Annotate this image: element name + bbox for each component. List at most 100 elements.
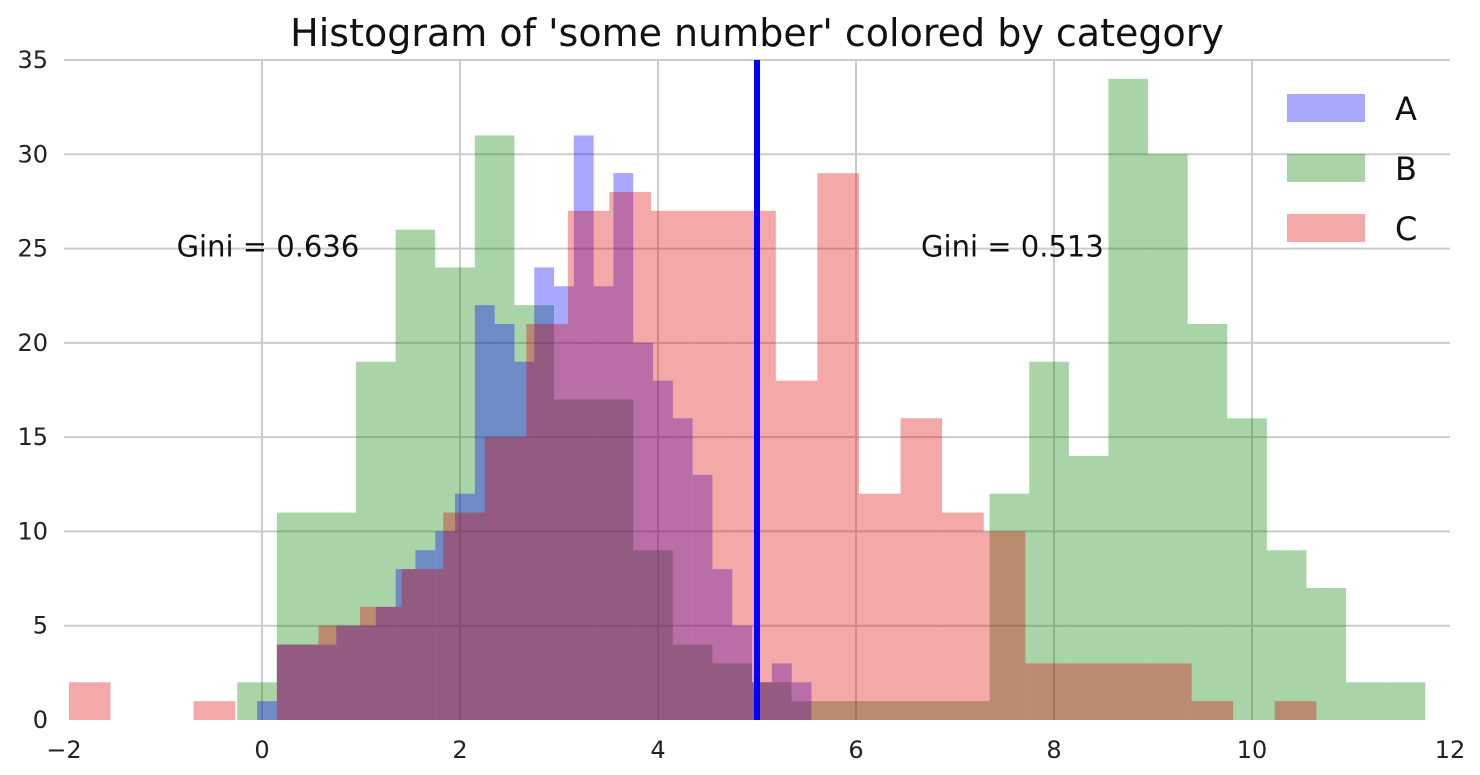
bar-b	[633, 550, 673, 720]
bar-a	[771, 663, 792, 720]
x-tick-label: 10	[1237, 736, 1268, 764]
bar-c	[858, 493, 901, 720]
bar-a	[672, 418, 693, 720]
bar-b	[554, 399, 594, 720]
bar-c	[900, 418, 943, 720]
bar-b	[1068, 456, 1109, 720]
gini-annotation: Gini = 0.636	[177, 230, 360, 264]
bar-c	[193, 701, 236, 720]
bar-c	[443, 512, 485, 720]
x-tick-label: −2	[46, 736, 81, 764]
y-tick-label: 30	[17, 140, 48, 168]
bar-a	[593, 286, 614, 720]
bar-a	[276, 644, 297, 720]
bar-a	[455, 493, 475, 720]
bar-a	[712, 569, 733, 720]
bar-c	[401, 569, 444, 720]
bar-c	[983, 531, 1026, 720]
bar-c	[609, 192, 652, 720]
y-tick-label: 5	[33, 612, 48, 640]
bar-a	[633, 342, 654, 720]
bar-b	[870, 701, 911, 720]
y-tick-label: 20	[17, 329, 48, 357]
legend-swatch-a	[1287, 94, 1365, 122]
bar-a	[791, 682, 812, 720]
bar-b	[1266, 550, 1307, 720]
bar-b	[712, 663, 753, 720]
gini-annotation: Gini = 0.513	[921, 230, 1104, 264]
legend-label-a: A	[1395, 90, 1417, 128]
bar-c	[318, 625, 361, 720]
x-tick-label: 4	[650, 736, 665, 764]
bar-b	[276, 512, 317, 720]
bar-c	[1066, 663, 1109, 720]
legend-label-b: B	[1395, 150, 1417, 188]
bar-c	[1191, 701, 1234, 720]
bar-c	[68, 682, 111, 720]
bar-b	[1346, 682, 1386, 720]
bar-b	[1227, 418, 1267, 720]
bar-b	[950, 701, 990, 720]
bar-a	[554, 286, 574, 720]
bar-c	[1108, 663, 1151, 720]
bar-c	[775, 380, 818, 720]
bar-a	[732, 625, 753, 720]
x-tick-label: 12	[1435, 736, 1466, 764]
bar-b	[593, 399, 634, 720]
y-tick-label: 15	[17, 423, 48, 451]
bar-c	[651, 210, 693, 720]
bar-b	[237, 682, 277, 720]
x-tick-label: 6	[848, 736, 863, 764]
bar-c	[276, 644, 319, 720]
bar-a	[514, 361, 535, 720]
bar-b	[1306, 588, 1347, 720]
histogram-bars	[68, 78, 1426, 721]
bar-b	[1385, 682, 1426, 720]
bar-c	[360, 606, 402, 720]
bar-a	[435, 531, 456, 720]
bar-c	[1025, 663, 1067, 720]
y-tick-label: 35	[17, 46, 48, 74]
chart-title: Histogram of 'some number' colored by ca…	[290, 11, 1224, 55]
bar-a	[653, 380, 673, 720]
legend: ABC	[1287, 90, 1417, 248]
annotation-layer: Gini = 0.636 Gini = 0.513	[177, 230, 1104, 264]
bar-a	[534, 267, 555, 720]
bar-b	[1187, 324, 1228, 720]
legend-swatch-b	[1287, 154, 1365, 182]
bar-b	[1029, 361, 1069, 720]
bar-b	[910, 701, 951, 720]
bar-a	[316, 644, 337, 720]
bar-c	[942, 512, 984, 720]
x-tick-label: 8	[1046, 736, 1061, 764]
bar-c	[1150, 663, 1192, 720]
bar-a	[296, 644, 317, 720]
bar-a	[356, 625, 376, 720]
bar-b	[1148, 154, 1188, 721]
bar-a	[395, 569, 416, 720]
bar-b	[514, 305, 555, 720]
bar-c	[817, 173, 859, 721]
x-tick-label: 0	[254, 736, 269, 764]
bar-a	[257, 701, 277, 720]
bar-c	[692, 210, 735, 720]
bar-a	[415, 550, 436, 720]
bar-c	[484, 437, 527, 720]
x-tick-label: 2	[452, 736, 467, 764]
legend-swatch-c	[1287, 214, 1365, 242]
bar-c	[1274, 701, 1317, 720]
bar-a	[474, 305, 495, 720]
bar-b	[316, 512, 357, 720]
bar-c	[526, 324, 568, 720]
bar-a	[336, 625, 357, 720]
bar-b	[672, 644, 713, 720]
bar-b	[435, 267, 475, 720]
bar-b	[831, 701, 871, 720]
bar-b	[356, 361, 396, 720]
bar-b	[395, 229, 436, 720]
y-tick-label: 10	[17, 517, 48, 545]
bar-a	[613, 173, 634, 721]
bar-b	[1108, 78, 1149, 721]
